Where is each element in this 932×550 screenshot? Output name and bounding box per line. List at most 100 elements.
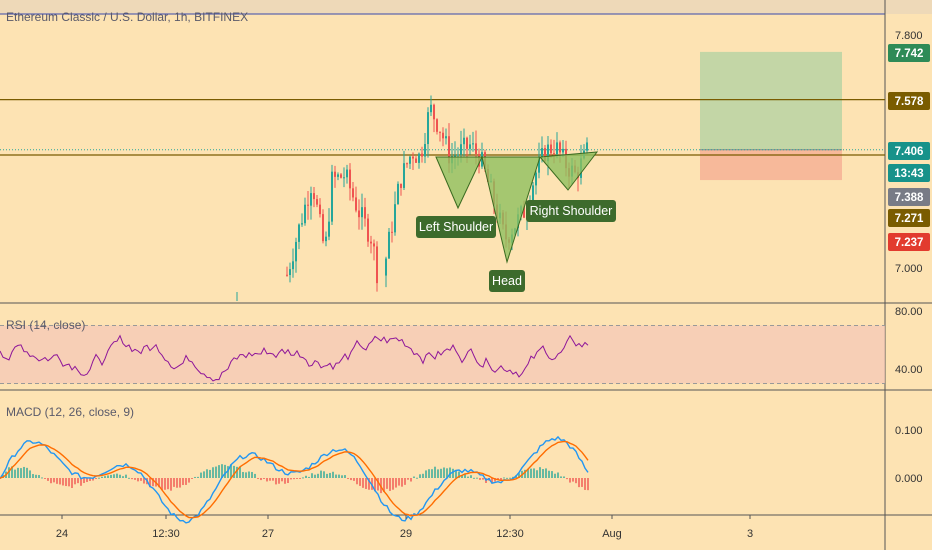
price-tag-bg xyxy=(888,164,930,182)
candle-body xyxy=(295,241,297,262)
candle-body xyxy=(349,169,351,189)
macd-histogram-bar xyxy=(107,475,109,478)
candle-body xyxy=(367,218,369,242)
macd-histogram-bar xyxy=(137,478,139,482)
macd-histogram-bar xyxy=(557,472,559,478)
rsi-tick: 40.00 xyxy=(895,364,923,376)
macd-histogram-bar xyxy=(53,478,55,483)
candle-body xyxy=(421,153,423,157)
macd-histogram-bar xyxy=(314,474,316,478)
time-tick: 12:30 xyxy=(152,528,180,540)
macd-histogram-bar xyxy=(422,473,424,478)
macd-histogram-bar xyxy=(323,471,325,478)
candle-body xyxy=(457,154,459,156)
macd-histogram-bar xyxy=(239,466,241,478)
macd-tick: 0.100 xyxy=(895,425,923,437)
macd-histogram-bar xyxy=(188,478,190,483)
macd-histogram-bar xyxy=(227,466,229,478)
macd-histogram-bar xyxy=(293,478,295,480)
macd-histogram-bar xyxy=(365,478,367,489)
left-shoulder-shape xyxy=(435,156,483,210)
left-shoulder-label-bg xyxy=(416,216,496,238)
macd-histogram-bar xyxy=(407,478,409,480)
macd-histogram-bar xyxy=(482,478,484,480)
candle-body xyxy=(328,221,330,237)
macd-histogram-bar xyxy=(287,478,289,483)
macd-histogram-bar xyxy=(254,473,256,478)
signal-line xyxy=(0,440,589,519)
candle-body xyxy=(433,104,435,120)
candle-body xyxy=(424,144,426,157)
macd-histogram-bar xyxy=(581,478,583,487)
candle-body xyxy=(292,261,294,270)
macd-histogram-bar xyxy=(104,476,106,478)
candle-body xyxy=(370,241,372,244)
macd-histogram-bar xyxy=(308,476,310,478)
macd-histogram-bar xyxy=(353,478,355,481)
macd-histogram-bar xyxy=(245,472,247,478)
macd-histogram-bar xyxy=(203,471,205,478)
macd-histogram-bar xyxy=(167,478,169,490)
price-tag-text: 7.406 xyxy=(895,146,924,158)
candle-body xyxy=(289,269,291,276)
macd-histogram-bar xyxy=(179,478,181,488)
macd-histogram-bar xyxy=(326,473,328,478)
macd-histogram-bar xyxy=(200,472,202,478)
candle-body xyxy=(322,214,324,242)
candle-body xyxy=(472,143,474,145)
candle-body xyxy=(346,169,348,178)
macd-histogram-bar xyxy=(425,470,427,478)
macd-histogram-bar xyxy=(71,478,73,489)
macd-histogram-bar xyxy=(416,477,418,479)
macd-histogram-bar xyxy=(212,467,214,478)
macd-histogram-bar xyxy=(473,477,475,479)
candle-body xyxy=(310,193,312,206)
macd-histogram-bar xyxy=(404,478,406,485)
macd-histogram-bar xyxy=(275,478,277,485)
macd-histogram-bar xyxy=(542,469,544,478)
macd-histogram-bar xyxy=(575,478,577,484)
head-label-bg xyxy=(489,270,525,292)
macd-histogram-bar xyxy=(251,471,253,478)
macd-histogram-bar xyxy=(242,471,244,478)
price-tag: 7.271 xyxy=(888,209,930,227)
rsi-band xyxy=(0,325,885,384)
macd-histogram-bar xyxy=(317,473,319,478)
macd-histogram-bar xyxy=(236,466,238,478)
candle-body xyxy=(352,188,354,198)
macd-histogram-bar xyxy=(545,468,547,478)
price-tag-bg xyxy=(888,44,930,62)
macd-histogram-bar xyxy=(566,478,568,480)
rsi-pane-label: RSI (14, close) xyxy=(6,318,86,332)
macd-histogram-bar xyxy=(182,478,184,486)
macd-histogram-bar xyxy=(206,469,208,478)
macd-histogram-bar xyxy=(443,467,445,478)
candle-body xyxy=(385,258,387,276)
macd-histogram-bar xyxy=(311,473,313,478)
macd-histogram-bar xyxy=(344,475,346,478)
price-tick: 7.000 xyxy=(895,263,923,275)
macd-histogram-bar xyxy=(302,477,304,479)
price-tag: 7.237 xyxy=(888,233,930,251)
price-tag-text: 7.388 xyxy=(895,192,924,204)
candle-body xyxy=(412,156,414,159)
candle-body xyxy=(337,174,339,177)
macd-histogram-bar xyxy=(329,472,331,478)
chart-title: Ethereum Classic / U.S. Dollar, 1h, BITF… xyxy=(6,10,249,24)
macd-histogram-bar xyxy=(338,474,340,478)
macd-histogram-bar xyxy=(434,466,436,478)
macd-histogram-bar xyxy=(29,470,31,478)
macd-histogram-bar xyxy=(8,467,10,478)
macd-histogram-bar xyxy=(272,478,274,481)
candle-body xyxy=(466,137,468,149)
macd-histogram-bar xyxy=(77,478,79,484)
macd-histogram-bar xyxy=(476,477,478,479)
candle-body xyxy=(481,152,483,167)
macd-histogram-bar xyxy=(548,470,550,478)
candle-body xyxy=(307,204,309,206)
macd-histogram-bar xyxy=(23,466,25,478)
left-shoulder-label: Left Shoulder xyxy=(416,216,496,238)
price-tag-bg xyxy=(888,209,930,227)
